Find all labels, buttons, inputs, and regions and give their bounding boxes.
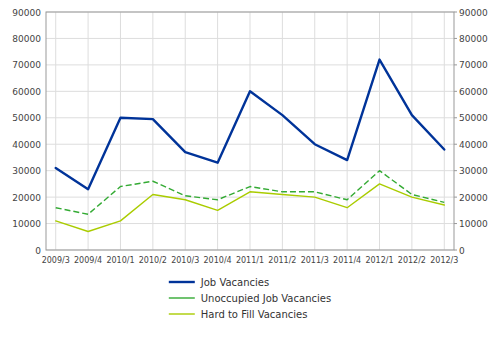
legend-swatch [169,313,195,314]
y-tick-label: 70000 [12,60,41,70]
plot-frame [46,12,454,250]
x-tick-label: 2011/3 [301,256,329,265]
grid-line-x [379,12,380,250]
y-tick-label: 90000 [12,8,41,18]
legend-label: Job Vacancies [200,277,269,288]
y-tick-label: 50000 [12,113,41,123]
y2-tick-label: 60000 [459,87,488,97]
x-tick-label: 2011/4 [333,256,361,265]
grid-line-x [55,12,56,250]
x-tick-label: 2010/3 [171,256,199,265]
legend-swatch [169,281,195,283]
grid-line-x [347,12,348,250]
series-line [56,60,445,190]
y2-tick-label: 90000 [459,8,488,18]
y2-tick-label: 50000 [459,113,488,123]
y2-tick-label: 20000 [459,193,488,203]
grid-line-x [120,12,121,250]
grid [46,12,454,250]
x-tick-label: 2012/2 [398,256,426,265]
y-tick-label: 80000 [12,34,41,44]
y2-tick-label: 0 [459,246,465,256]
y-tick-label: 0 [35,246,41,256]
grid-line-x [411,12,412,250]
y-tick-label: 20000 [12,193,41,203]
y2-tick-label: 70000 [459,60,488,70]
grid-line-x [217,12,218,250]
grid-line-x [185,12,186,250]
y-tick-label: 40000 [12,140,41,150]
y2-tick-label: 10000 [459,219,488,229]
y-tick-label: 30000 [12,166,41,176]
y-tick-label: 60000 [12,87,41,97]
y2-tick-label: 30000 [459,166,488,176]
legend-swatch [169,297,195,298]
x-tick-label: 2011/1 [236,256,264,265]
legend-label: Unoccupied Job Vacancies [201,293,331,304]
chart: 0 10000 20000 30000 40000 50000 60000 70000 8000… [0,0,500,350]
grid-line-x [282,12,283,250]
axes: 0 10000 20000 30000 40000 50000 60000 70000 8000… [12,8,488,266]
series-line [56,184,445,232]
x-tick-label: 2009/4 [74,256,102,265]
x-tick-label: 2011/2 [268,256,296,265]
lines [56,60,445,232]
grid-line-x [250,12,251,250]
legend-label: Hard to Fill Vacancies [201,309,308,320]
y2-tick-label: 80000 [459,34,488,44]
y2-tick-label: 40000 [459,140,488,150]
grid-line-x [152,12,153,250]
x-tick-label: 2012/3 [430,256,458,265]
x-tick-label: 2010/2 [139,256,167,265]
x-tick-label: 2009/3 [42,256,70,265]
x-tick-label: 2012/1 [365,256,393,265]
y-tick-label: 10000 [12,219,41,229]
x-tick-label: 2010/1 [106,256,134,265]
x-tick-label: 2010/4 [204,256,232,265]
grid-line-x [314,12,315,250]
grid-line-x [444,12,445,250]
legend: Job Vacancies Unoccupied Job Vacancies Har… [169,277,331,320]
